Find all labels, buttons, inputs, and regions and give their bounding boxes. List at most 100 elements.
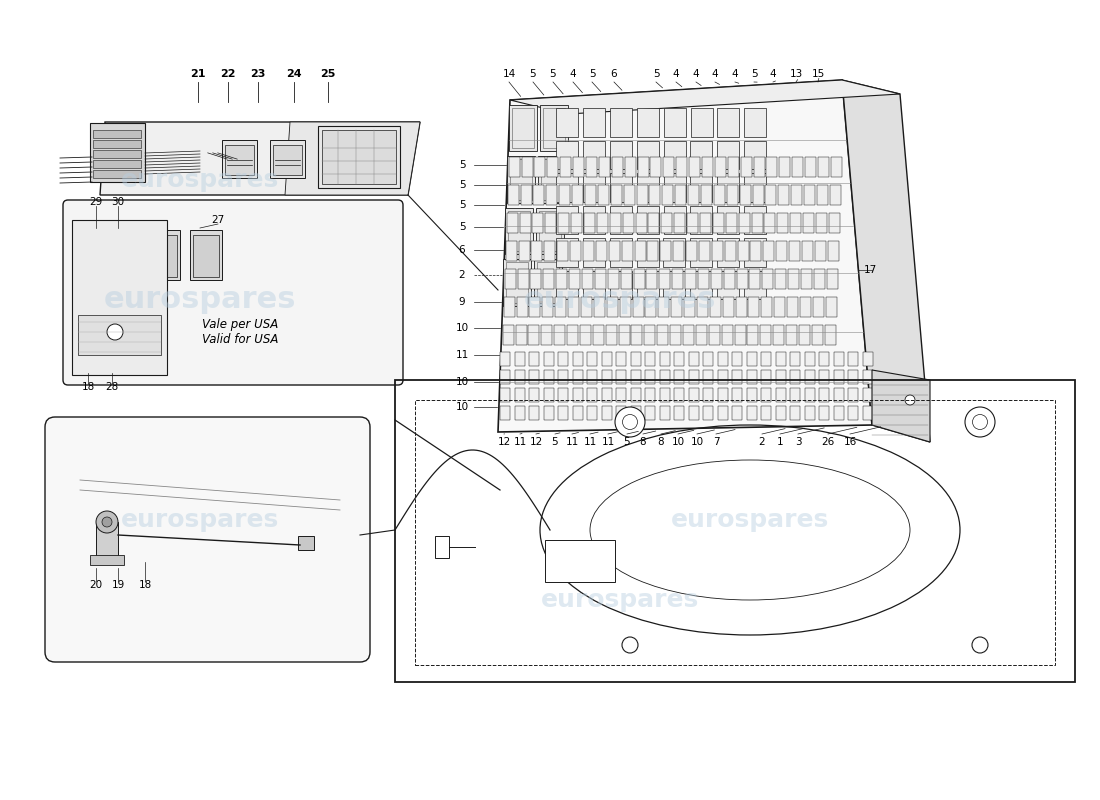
Text: 28: 28 [106, 382, 119, 392]
Bar [761, 406, 771, 420]
Polygon shape [744, 206, 766, 234]
Bar [587, 370, 597, 384]
Bar [804, 370, 814, 384]
Bar [226, 145, 254, 175]
Bar [515, 406, 525, 420]
Bar [114, 230, 130, 260]
Bar [848, 352, 858, 366]
Bar [646, 297, 657, 317]
Bar [825, 325, 836, 345]
Text: eurospares: eurospares [121, 508, 279, 532]
Text: 27: 27 [211, 215, 224, 225]
Bar [763, 241, 774, 261]
Text: 15: 15 [812, 69, 825, 79]
Bar [764, 213, 776, 233]
Bar [541, 325, 552, 345]
Text: 4: 4 [712, 69, 718, 79]
Bar [558, 406, 568, 420]
Bar [508, 157, 519, 177]
Bar [570, 241, 581, 261]
Bar [738, 213, 749, 233]
Text: 21: 21 [190, 69, 206, 79]
Bar [773, 325, 784, 345]
Polygon shape [691, 238, 713, 266]
Bar [802, 241, 813, 261]
Text: 12: 12 [497, 437, 510, 447]
Bar [543, 388, 553, 402]
Text: eurospares: eurospares [541, 588, 700, 612]
Bar [645, 352, 654, 366]
Bar [803, 213, 814, 233]
Polygon shape [583, 108, 605, 137]
Bar [520, 185, 531, 205]
Bar [776, 388, 785, 402]
Bar [515, 370, 525, 384]
Bar [638, 157, 649, 177]
Text: 5: 5 [550, 69, 557, 79]
Bar [726, 213, 737, 233]
Bar [602, 370, 612, 384]
Bar [767, 157, 778, 177]
Bar [689, 352, 698, 366]
Bar [546, 213, 557, 233]
Bar [820, 388, 829, 402]
Bar [645, 325, 656, 345]
Text: 19: 19 [111, 580, 124, 590]
Bar [684, 297, 695, 317]
Bar [543, 370, 553, 384]
Bar [634, 269, 645, 289]
Bar [587, 352, 597, 366]
Bar [529, 388, 539, 402]
Bar [736, 297, 747, 317]
Polygon shape [663, 141, 685, 169]
Bar [761, 297, 772, 317]
Polygon shape [536, 208, 564, 254]
Bar [698, 241, 710, 261]
Circle shape [972, 414, 988, 430]
Bar [761, 388, 771, 402]
Bar [619, 297, 630, 317]
Bar [636, 213, 647, 233]
Text: 8: 8 [640, 437, 647, 447]
Bar [582, 269, 593, 289]
Polygon shape [90, 123, 145, 182]
Bar [815, 241, 826, 261]
Bar [727, 185, 738, 205]
Bar [571, 213, 582, 233]
FancyBboxPatch shape [63, 200, 403, 385]
Bar [616, 352, 626, 366]
Polygon shape [583, 206, 605, 234]
FancyBboxPatch shape [45, 417, 370, 662]
Bar [585, 185, 596, 205]
Text: 14: 14 [503, 69, 516, 79]
Bar [703, 406, 713, 420]
Bar [812, 325, 823, 345]
Bar [500, 370, 510, 384]
Bar [270, 140, 305, 178]
Polygon shape [508, 105, 537, 151]
Polygon shape [583, 238, 605, 266]
Bar [625, 157, 636, 177]
Bar [660, 352, 670, 366]
Bar [662, 185, 673, 205]
Bar [572, 352, 583, 366]
Bar [580, 325, 591, 345]
Bar [630, 406, 640, 420]
Bar [94, 160, 141, 168]
Bar [506, 241, 517, 261]
Bar [558, 388, 568, 402]
Bar [528, 325, 539, 345]
Text: 7: 7 [713, 437, 719, 447]
Polygon shape [610, 108, 632, 137]
Bar [801, 269, 812, 289]
Bar [752, 185, 763, 205]
Text: 9: 9 [459, 297, 465, 307]
Text: 4: 4 [770, 69, 777, 79]
Bar [602, 352, 612, 366]
Text: 5: 5 [552, 437, 559, 447]
Bar [748, 325, 759, 345]
Text: 3: 3 [794, 437, 801, 447]
Polygon shape [663, 108, 685, 137]
Bar [674, 388, 684, 402]
Bar [630, 370, 640, 384]
